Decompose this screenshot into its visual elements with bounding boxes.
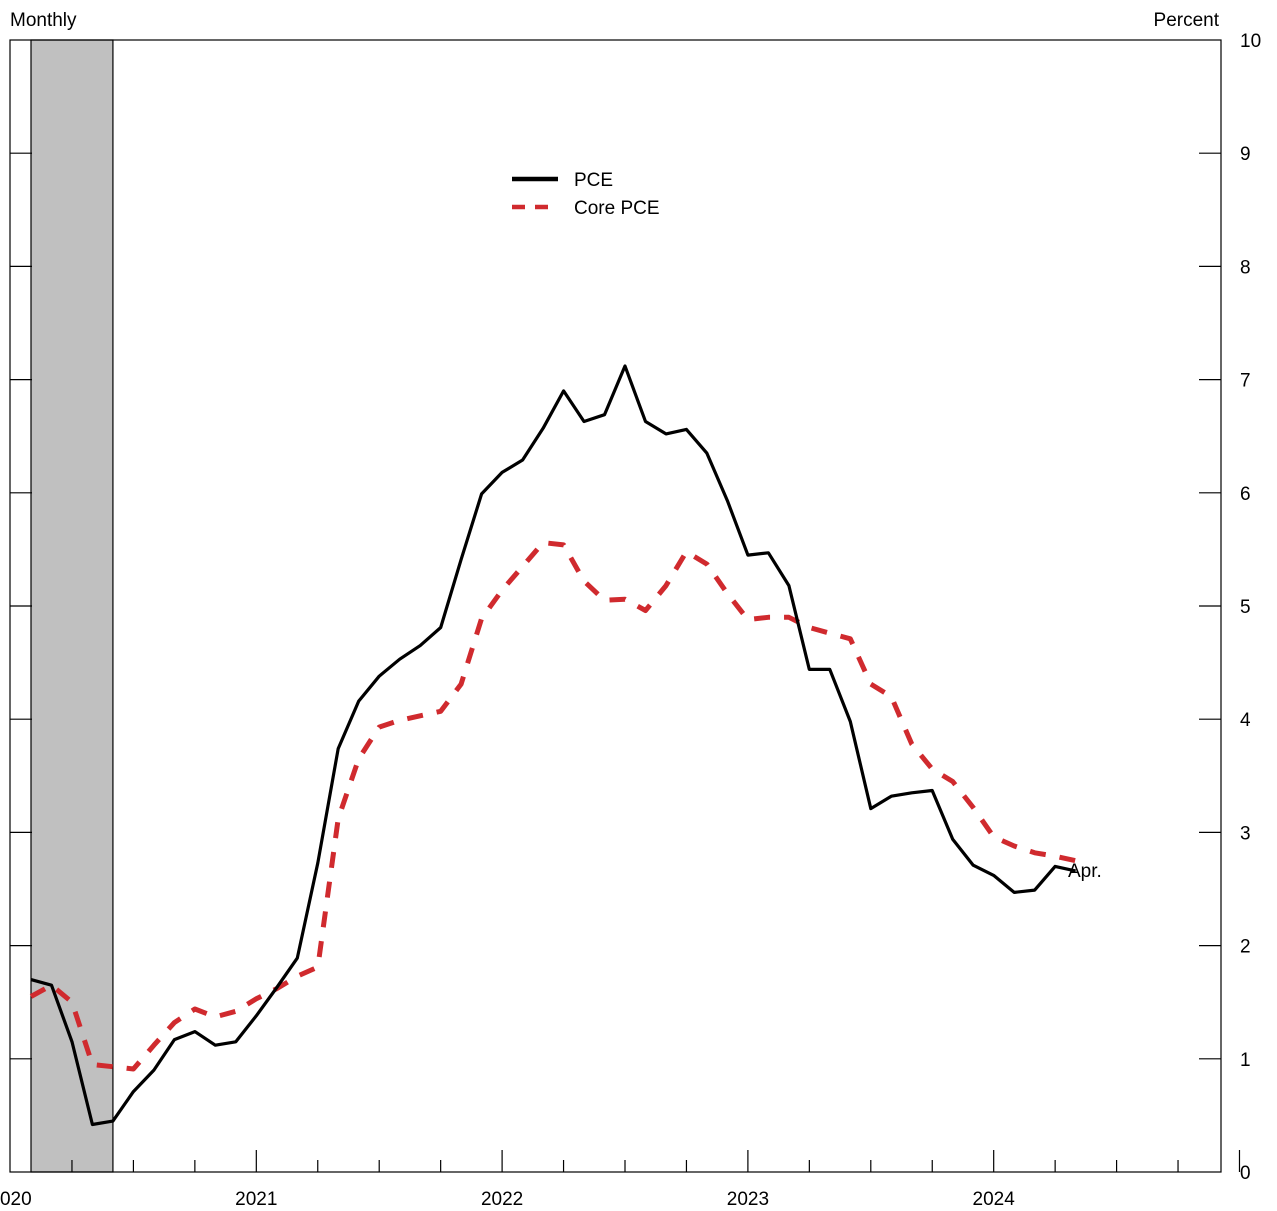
y-tick-label: 8: [1240, 257, 1251, 278]
end-annotation: Apr.: [1068, 861, 1102, 882]
y-tick-label: 1: [1240, 1050, 1251, 1071]
series-lines: [29, 364, 1077, 1127]
y-tick-label: 3: [1240, 823, 1251, 844]
recession-band: [30, 39, 114, 1173]
y-tick-label: 5: [1240, 597, 1251, 618]
y-tick-label: 7: [1240, 371, 1251, 392]
y-tick-label: 10: [1240, 31, 1261, 52]
legend-label-core-pce: Core PCE: [574, 198, 660, 219]
legend-label-pce: PCE: [574, 170, 613, 191]
y-tick-label: 6: [1240, 484, 1251, 505]
x-tick-label: 2024: [973, 1189, 1016, 1210]
y-axis-tick-labels: 0 1 2 3 4 5 6 7 8 9 10: [1240, 31, 1261, 1184]
y-tick-label: 4: [1240, 710, 1251, 731]
x-tick-label: 2022: [481, 1189, 523, 1210]
legend: PCE Core PCE: [512, 170, 660, 219]
recession-shading-layer: [30, 39, 114, 1173]
x-tick-label: 2021: [235, 1189, 277, 1210]
unit-label: Percent: [1154, 10, 1220, 31]
axis-ticks: [10, 152, 1241, 1172]
series-line-pce: [30, 364, 1076, 1127]
y-tick-label: 2: [1240, 937, 1251, 958]
y-tick-label: 0: [1240, 1163, 1251, 1184]
x-tick-label: 2023: [727, 1189, 769, 1210]
frequency-label: Monthly: [10, 10, 77, 31]
y-tick-label: 9: [1240, 144, 1251, 165]
series-line-core-pce: [29, 540, 1077, 1072]
